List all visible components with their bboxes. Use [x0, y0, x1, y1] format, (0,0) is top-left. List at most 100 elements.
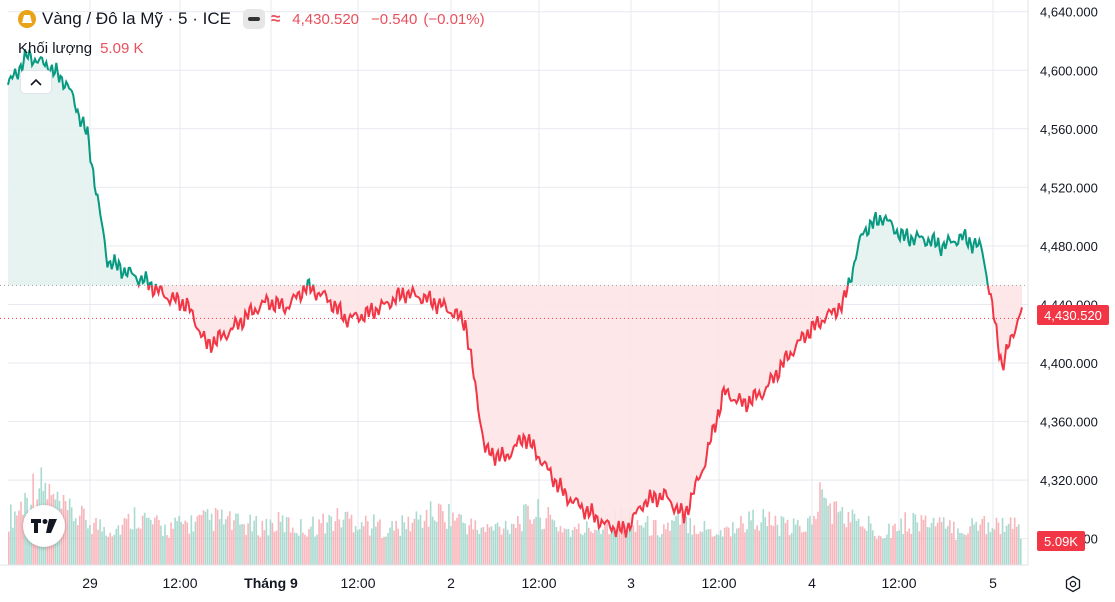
volume-bar	[600, 533, 602, 565]
volume-bar	[973, 524, 975, 565]
volume-bar	[326, 522, 329, 565]
volume-bar	[517, 516, 519, 565]
volume-bar	[788, 535, 791, 565]
price-tick-label: 4,600.000	[1040, 63, 1098, 78]
volume-bar	[20, 501, 22, 565]
volume-bar	[746, 529, 748, 565]
volume-bar	[918, 531, 921, 565]
volume-bar	[450, 526, 452, 565]
volume-bar	[429, 501, 432, 565]
volume-bar	[277, 512, 280, 565]
volume-bar	[867, 516, 870, 565]
volume-bar	[721, 536, 724, 565]
volume-bar	[598, 525, 600, 565]
volume-bar	[304, 534, 306, 565]
volume-bar	[557, 531, 560, 565]
volume-bar	[214, 507, 217, 565]
volume-bar	[786, 519, 789, 565]
volume-legend[interactable]: Khối lượng 5.09 K	[18, 40, 143, 57]
volume-bar	[661, 533, 663, 565]
volume-bar	[571, 529, 574, 565]
volume-bar	[817, 511, 819, 565]
volume-bar	[314, 536, 316, 565]
collapse-legend-button[interactable]	[20, 70, 52, 94]
volume-bar	[888, 523, 890, 565]
time-tick-label: 29	[82, 575, 98, 591]
volume-bar	[243, 524, 245, 565]
volume-bar	[99, 519, 101, 565]
volume-bar	[231, 530, 233, 565]
volume-bar	[196, 516, 199, 565]
volume-bar	[342, 519, 345, 565]
volume-bar	[695, 533, 698, 565]
volume-bar	[942, 517, 945, 565]
volume-bar	[105, 535, 107, 565]
volume-bar	[805, 531, 807, 565]
volume-bar	[729, 536, 732, 565]
volume-bar	[983, 515, 986, 565]
volume-bar	[780, 516, 783, 565]
volume-bar	[460, 514, 462, 565]
volume-bar	[592, 533, 594, 565]
volume-bar	[127, 513, 130, 565]
volume-bar	[358, 529, 361, 565]
symbol-title[interactable]: Vàng / Đô la Mỹ · 5 · ICE	[42, 9, 231, 28]
volume-bar	[149, 519, 152, 565]
volume-bar	[898, 530, 900, 565]
volume-bar	[401, 515, 404, 565]
volume-bar	[924, 515, 927, 565]
volume-bar	[944, 528, 947, 565]
tradingview-logo-icon[interactable]	[23, 505, 65, 547]
volume-bar	[551, 519, 554, 565]
volume-bar	[1001, 517, 1004, 565]
volume-bar	[902, 533, 904, 565]
volume-bar	[833, 501, 836, 565]
volume-bar	[999, 534, 1002, 565]
volume-bar	[496, 522, 499, 565]
volume-bar	[875, 539, 878, 565]
volume-bar	[500, 534, 503, 565]
volume-bar	[360, 522, 363, 565]
volume-bar	[979, 524, 982, 565]
volume-label: Khối lượng	[18, 40, 93, 57]
current-price-label: 4,430.520	[1037, 305, 1109, 325]
volume-bar	[847, 511, 850, 565]
volume-bar	[474, 520, 477, 565]
volume-bar	[985, 534, 988, 565]
volume-bar	[320, 523, 322, 565]
volume-bar	[233, 520, 235, 565]
volume-bar	[630, 514, 633, 565]
volume-bar	[884, 537, 886, 565]
volume-bar	[1019, 538, 1022, 565]
volume-bar	[409, 531, 412, 565]
volume-bar	[997, 522, 1000, 565]
volume-bar	[64, 501, 67, 565]
price-tick-label: 4,560.000	[1040, 122, 1098, 137]
volume-bar	[916, 522, 919, 565]
symbol-legend[interactable]: Vàng / Đô la Mỹ · 5 · ICE ≈ 4,430.520 −0…	[18, 9, 485, 29]
hide-legend-button[interactable]	[242, 9, 265, 29]
volume-bar	[218, 519, 221, 565]
volume-bar	[488, 527, 491, 565]
gear-icon[interactable]	[1064, 575, 1082, 593]
volume-bar	[691, 534, 694, 565]
volume-bar	[273, 531, 276, 565]
volume-bar	[158, 520, 160, 565]
volume-bar	[502, 528, 505, 565]
volume-bar	[383, 536, 385, 565]
volume-bar	[821, 489, 823, 565]
volume-bar	[981, 518, 984, 565]
volume-bar	[764, 517, 767, 565]
time-tick-label: 4	[808, 575, 816, 591]
volume-bar	[863, 528, 866, 565]
volume-bar	[423, 520, 426, 565]
volume-bar	[135, 528, 138, 565]
volume-bar	[275, 530, 278, 565]
volume-bar	[523, 504, 525, 565]
volume-bar	[886, 534, 888, 565]
volume-bar	[701, 531, 704, 565]
volume-bar	[620, 507, 623, 565]
volume-bar	[74, 518, 77, 565]
volume-bar	[322, 513, 324, 565]
